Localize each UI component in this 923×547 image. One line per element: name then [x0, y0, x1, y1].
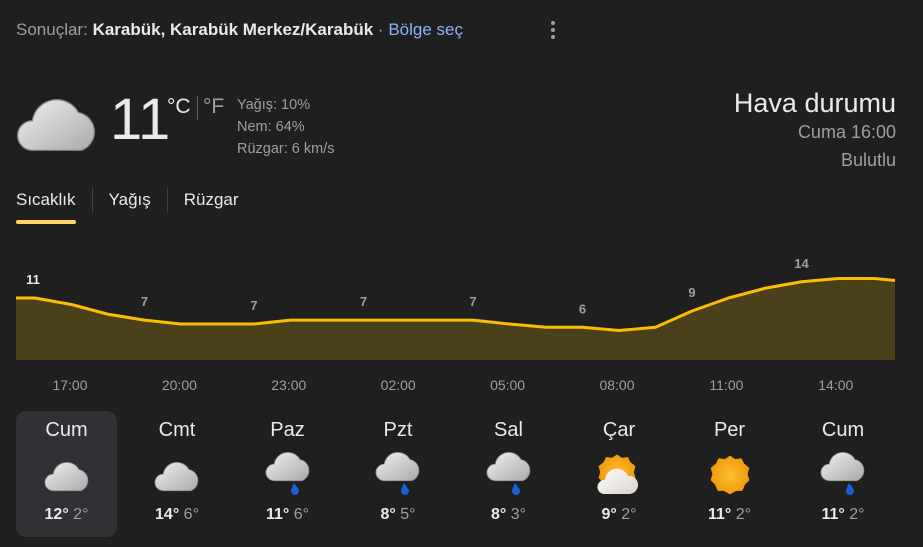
- high-temp: 11°: [707, 506, 732, 523]
- day-name: Cmt: [158, 419, 196, 441]
- sun-icon: [710, 455, 749, 495]
- temperature-line: [16, 277, 896, 332]
- time-label: 20:00: [161, 377, 197, 393]
- partly-cloudy-icon: [597, 454, 639, 494]
- cloudy-icon: [154, 462, 199, 492]
- low-temp: 2°: [735, 506, 752, 523]
- tab-divider: [91, 187, 93, 213]
- day-temps: 11° 2°: [679, 506, 780, 524]
- low-temp: 6°: [183, 506, 199, 523]
- day-name: Çar: [602, 419, 636, 441]
- time-label: 08:00: [599, 377, 635, 393]
- day-0[interactable]: Cum 12° 2°: [16, 411, 117, 537]
- day-name: Pzt: [383, 419, 413, 441]
- results-header: Sonuçlar: Karabük, Karabük Merkez/Karabü…: [16, 20, 463, 40]
- wind: Rüzgar: 6 km/s: [237, 141, 335, 157]
- cloudy-icon: [16, 96, 98, 152]
- high-temp: 14°: [155, 506, 180, 523]
- change-region-link[interactable]: Bölge seç: [388, 20, 463, 39]
- low-temp: 2°: [73, 506, 89, 523]
- current-details: Yağış: 10% Nem: 64% Rüzgar: 6 km/s: [237, 94, 335, 160]
- time-label: 14:00: [818, 377, 854, 393]
- temperature-area: [16, 278, 895, 360]
- day-name: Cum: [45, 419, 88, 441]
- day-temps: 14° 6°: [127, 506, 228, 524]
- time-label: 05:00: [490, 377, 526, 393]
- day-name: Sal: [494, 419, 523, 441]
- tab-precipitation[interactable]: Yağış: [108, 190, 151, 209]
- current-condition: Bulutlu: [840, 150, 896, 170]
- low-temp: 2°: [621, 506, 637, 523]
- day-6[interactable]: Per 11° 2°: [679, 411, 780, 537]
- high-temp: 8°: [490, 506, 507, 523]
- high-temp: 12°: [44, 506, 69, 523]
- results-prefix: Sonuçlar:: [16, 20, 88, 39]
- day-temps: 9° 2°: [569, 506, 670, 524]
- cloudy-icon: [44, 462, 88, 492]
- data-label: 14: [794, 256, 809, 271]
- day-2[interactable]: Paz 11° 6°: [237, 411, 338, 537]
- data-label: 9: [688, 285, 695, 300]
- precipitation: Yağış: 10%: [237, 97, 311, 113]
- celsius-toggle[interactable]: °C: [167, 95, 191, 118]
- more-options-icon[interactable]: [546, 19, 560, 41]
- time-label: 23:00: [271, 377, 307, 393]
- high-temp: 9°: [601, 506, 617, 523]
- fahrenheit-toggle[interactable]: °F: [203, 95, 225, 118]
- tab-temperature[interactable]: Sıcaklık: [16, 190, 76, 224]
- separator: ·: [377, 20, 384, 39]
- day-temps: 11° 2°: [793, 506, 894, 524]
- day-name: Cum: [821, 419, 865, 441]
- data-label: 7: [141, 294, 148, 309]
- high-temp: 11°: [821, 506, 845, 523]
- weather-title: Hava durumu: [733, 88, 896, 118]
- day-temps: 11° 6°: [237, 506, 338, 524]
- tab-wind[interactable]: Rüzgar: [183, 190, 239, 209]
- rain-icon: [486, 452, 530, 495]
- data-label: 11: [26, 272, 40, 287]
- tab-divider: [166, 187, 168, 213]
- day-1[interactable]: Cmt 14° 6°: [127, 411, 228, 537]
- high-temp: 8°: [380, 506, 396, 523]
- day-4[interactable]: Sal 8° 3°: [458, 411, 559, 537]
- day-name: Per: [713, 419, 746, 441]
- day-name: Paz: [270, 419, 305, 441]
- time-label: 11:00: [709, 377, 744, 393]
- weather-summary: Hava durumu Cuma 16:00 Bulutlu: [734, 88, 896, 174]
- humidity: Nem: 64%: [237, 119, 305, 135]
- day-temps: 8° 5°: [348, 506, 449, 524]
- tabs: Sıcaklık Yağış Rüzgar: [16, 187, 239, 224]
- rain-icon: [265, 452, 309, 495]
- data-label: 7: [469, 294, 476, 309]
- day-7[interactable]: Cum 11° 2°: [793, 411, 894, 537]
- day-temps: 12° 2°: [16, 506, 117, 524]
- current-time: Cuma 16:00: [797, 122, 896, 142]
- low-temp: 5°: [400, 506, 416, 523]
- time-label: 17:00: [52, 377, 88, 393]
- current-temperature: 11: [110, 87, 171, 152]
- rain-icon: [375, 452, 420, 495]
- data-label: 7: [250, 298, 257, 313]
- low-temp: 6°: [293, 506, 310, 523]
- time-label: 02:00: [380, 377, 416, 393]
- low-temp: 2°: [849, 506, 865, 523]
- temperature-chart: 11 7 7 7 7 6 9 14: [16, 256, 896, 360]
- low-temp: 3°: [510, 506, 527, 523]
- day-temps: 8° 3°: [458, 506, 559, 524]
- location-name: Karabük, Karabük Merkez/Karabük: [92, 20, 374, 39]
- data-label: 7: [360, 294, 367, 309]
- day-5[interactable]: Çar 9° 2°: [569, 411, 670, 537]
- day-3[interactable]: Pzt 8° 5°: [348, 411, 449, 537]
- high-temp: 11°: [265, 506, 290, 523]
- unit-divider: [197, 96, 198, 120]
- data-label: 6: [579, 301, 586, 316]
- rain-icon: [820, 452, 865, 495]
